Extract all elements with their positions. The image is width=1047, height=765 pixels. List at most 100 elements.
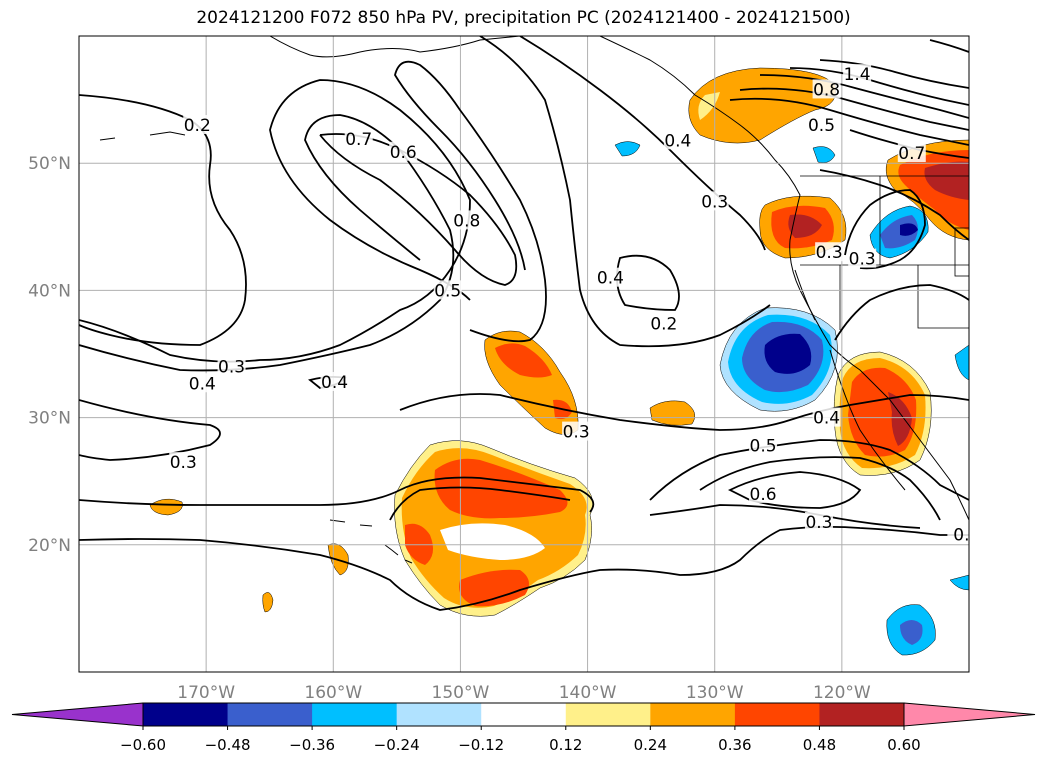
colorbar-tick-label: −0.24 — [374, 736, 420, 754]
contour-label: 0.3 — [848, 248, 877, 270]
contour-line — [759, 74, 969, 119]
svg-text:0.5: 0.5 — [434, 281, 461, 301]
colorbar-segment — [481, 703, 567, 726]
lon-tick-label: 170°W — [177, 683, 235, 703]
colorbar-tick-label: −0.60 — [120, 736, 166, 754]
svg-text:0.8: 0.8 — [453, 211, 480, 231]
svg-text:0.5: 0.5 — [750, 437, 777, 457]
colorbar-segment — [312, 703, 398, 726]
contour-line — [699, 456, 941, 521]
contour-line — [394, 60, 547, 343]
contour-line — [79, 399, 221, 461]
contour-label: 0.5 — [807, 115, 836, 136]
contour-label: 0.3 — [815, 242, 844, 263]
contour-line — [649, 504, 921, 529]
chart-title: 2024121200 F072 850 hPa PV, precipitatio… — [196, 8, 851, 28]
lat-tick-label: 30°N — [28, 409, 71, 429]
contour-line — [929, 39, 969, 53]
contour-label: 0.3 — [804, 511, 833, 533]
contour-line — [819, 169, 969, 241]
contour-labels: 0.20.70.60.80.50.40.20.30.41.40.80.50.70… — [169, 64, 976, 546]
svg-text:0.3: 0.3 — [816, 243, 843, 263]
colorbar-ticks: −0.60 −0.48 −0.36 −0.24 −0.12 0.12 0.24 0.36 0.4… — [120, 726, 921, 754]
colorbar-tick-label: 0.12 — [549, 736, 582, 754]
contour-label: 0.8 — [452, 210, 481, 231]
svg-text:0.5: 0.5 — [808, 116, 835, 136]
colorbar-tick-label: 0.36 — [718, 736, 751, 754]
contour-label: 0.7 — [344, 129, 373, 150]
lat-tick-label: 20°N — [28, 536, 71, 556]
svg-text:0.3: 0.3 — [170, 453, 197, 473]
svg-text:0.7: 0.7 — [898, 144, 925, 164]
contour-line — [389, 486, 571, 521]
contour-line — [727, 471, 862, 509]
contour-line — [479, 36, 771, 348]
precip-region — [719, 307, 838, 412]
contour-line — [729, 97, 969, 146]
colorbar-segment — [227, 703, 313, 726]
contour-line — [819, 59, 969, 89]
contour-label: 0.4 — [320, 371, 349, 393]
precip-region — [885, 139, 969, 241]
lon-tick-label: 130°W — [686, 683, 744, 703]
contour-label: 1.4 — [843, 64, 872, 85]
svg-text:0.3: 0.3 — [218, 358, 245, 378]
svg-text:0.4: 0.4 — [597, 269, 624, 289]
svg-text:0.3: 0.3 — [805, 513, 832, 533]
svg-text:0.4: 0.4 — [664, 131, 691, 151]
contour-label: 0.2 — [649, 313, 678, 334]
contour-label: 0.7 — [897, 143, 926, 164]
contour-label: 0.3 — [562, 421, 591, 443]
colorbar-tick-label: −0.12 — [458, 736, 504, 754]
contour-label: 0.4 — [596, 267, 625, 289]
contour-label: 0.6 — [389, 141, 418, 163]
colorbar-segment — [819, 703, 905, 726]
contour-line — [844, 189, 926, 270]
svg-text:0.4: 0.4 — [189, 374, 216, 394]
lon-tick-label: 160°W — [304, 683, 362, 703]
lat-tick-labels: 20°N 30°N 40°N 50°N — [28, 154, 71, 556]
contour-label: 0.5 — [433, 280, 462, 301]
contour-line — [79, 476, 595, 513]
precip-region — [833, 351, 932, 476]
colorbar-tick-label: −0.36 — [289, 736, 335, 754]
contour-label: 0.5 — [749, 435, 778, 457]
contour-label: 0.3 — [169, 452, 198, 473]
colorbar-segment — [143, 703, 229, 726]
lon-tick-label: 150°W — [432, 683, 490, 703]
precip-region — [614, 141, 969, 656]
lat-tick-label: 50°N — [28, 154, 71, 174]
svg-text:0.6: 0.6 — [390, 143, 417, 163]
pv-contours — [79, 36, 969, 611]
colorbar-frame — [142, 702, 905, 727]
svg-text:0.2: 0.2 — [184, 116, 211, 136]
contour-label: 0.3 — [217, 356, 246, 378]
contour-line — [616, 254, 680, 311]
contour-label: 0.4 — [188, 373, 217, 394]
colorbar-segment — [734, 703, 820, 726]
contour-label: 0.3 — [700, 191, 729, 212]
colorbar-segments — [11, 702, 1036, 727]
colorbar-extend-min — [11, 702, 144, 727]
colorbar-tick-label: −0.48 — [205, 736, 251, 754]
svg-text:0.8: 0.8 — [813, 80, 840, 100]
contour-line — [519, 36, 766, 251]
colorbar-segment — [650, 703, 736, 726]
lat-tick-label: 40°N — [28, 281, 71, 301]
colorbar-tick-label: 0.60 — [887, 736, 920, 754]
svg-text:0.6: 0.6 — [750, 485, 777, 505]
contour-label: 0.4 — [812, 407, 841, 429]
contour-line — [399, 393, 969, 431]
svg-text:0.3: 0.3 — [849, 250, 876, 270]
plot-frame — [78, 35, 970, 673]
contour-label: 0. — [947, 524, 976, 546]
svg-text:0.4: 0.4 — [813, 409, 840, 429]
svg-text:1.4: 1.4 — [844, 65, 871, 85]
lon-tick-labels: 170°W 160°W 150°W 140°W 130°W 120°W — [177, 683, 871, 703]
contour-line — [79, 525, 969, 611]
colorbar-extend-max — [903, 702, 1036, 727]
contour-label: 0.4 — [663, 130, 692, 151]
lon-tick-label: 120°W — [813, 683, 871, 703]
